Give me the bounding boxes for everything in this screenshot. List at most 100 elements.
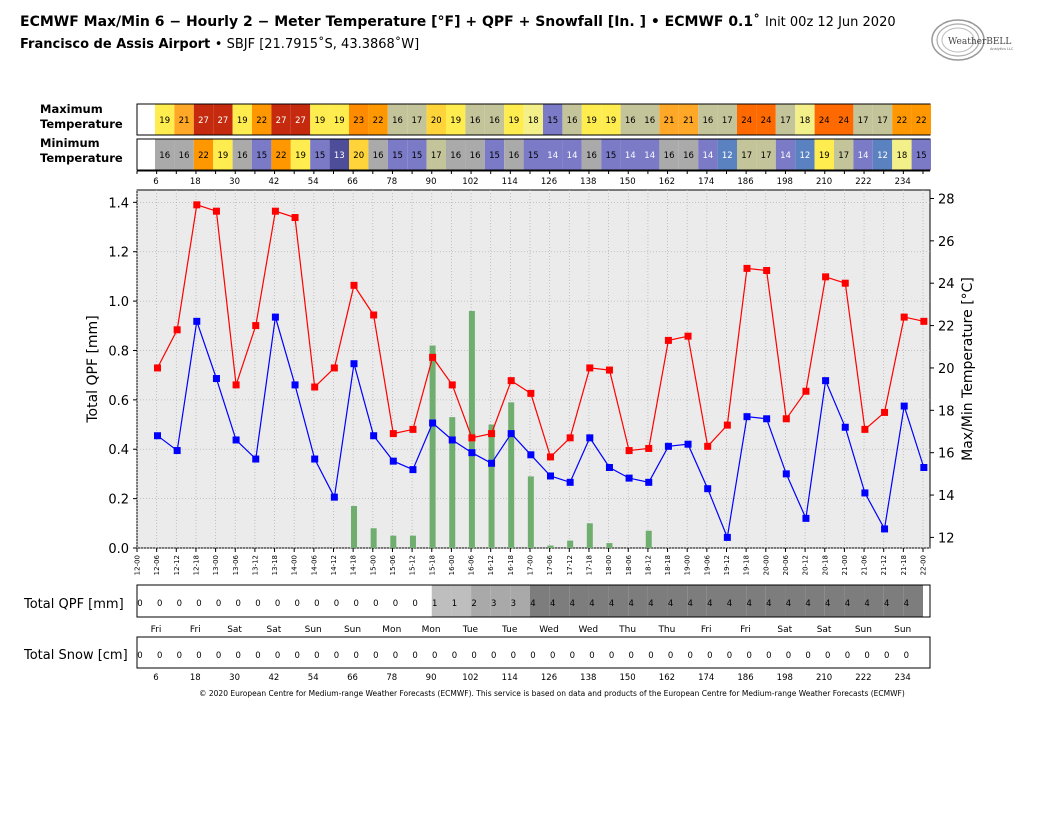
min-temp-cell	[601, 139, 621, 170]
min-row-label: Temperature	[40, 151, 123, 165]
max-temp-point	[802, 387, 810, 395]
qpf-cell	[785, 585, 806, 617]
qpf-cell	[628, 585, 648, 617]
max-temp-value: 24	[761, 116, 772, 126]
day-label: Tue	[501, 625, 518, 635]
qpf-bar	[351, 506, 357, 548]
hour-label-bottom: 54	[308, 673, 319, 683]
max-temp-value: 16	[567, 116, 578, 126]
y-axis-title: Total QPF [mm]	[85, 315, 101, 423]
snow-value: 0	[609, 651, 614, 661]
svg-text:WeatherBELL: WeatherBELL	[948, 37, 1011, 47]
snow-value: 0	[786, 651, 791, 661]
max-temp-value: 27	[217, 116, 228, 126]
min-temp-cell	[911, 139, 931, 170]
x-tick-label: 19-06	[703, 554, 711, 575]
qpf-bar	[645, 530, 652, 548]
x-tick-label: 20-12	[802, 555, 810, 575]
day-label: Fri	[151, 625, 162, 635]
day-label: Fri	[740, 625, 751, 635]
day-label: Sun	[894, 625, 911, 635]
min-temp-value: 16	[586, 151, 597, 161]
max-temp-cell	[911, 104, 931, 135]
hour-label-bottom: 102	[462, 673, 478, 683]
x-tick-label: 17-12	[566, 555, 574, 575]
max-temp-value: 20	[431, 116, 442, 126]
max-temp-point	[507, 377, 515, 385]
max-temp-point	[881, 408, 889, 416]
qpf-cell	[824, 585, 845, 617]
qpf-cell	[765, 585, 786, 617]
qpf-cell	[510, 585, 530, 617]
x-tick-label: 16-06	[468, 554, 476, 575]
min-temp-value: 13	[334, 151, 345, 161]
x-tick-label: 17-00	[527, 555, 535, 575]
min-temp-value: 16	[450, 151, 461, 161]
min-temp-cell	[174, 139, 194, 170]
hour-label: 6	[153, 177, 158, 187]
x-tick-label: 15-12	[409, 555, 417, 575]
qpf-cell	[569, 585, 589, 617]
hour-label-bottom: 126	[541, 673, 557, 683]
min-temp-point	[507, 430, 515, 438]
weatherbell-logo: WeatherBELL Analytics LLC	[931, 19, 1014, 61]
y-tick-label: 0.8	[108, 344, 129, 359]
min-temp-value: 17	[838, 151, 849, 161]
min-temp-cell	[252, 139, 272, 170]
max-temp-value: 22	[896, 116, 907, 126]
min-temp-cell	[407, 139, 427, 170]
max-temp-value: 15	[547, 116, 558, 126]
max-temp-value: 16	[392, 116, 403, 126]
y-tick-label: 1.4	[108, 196, 129, 211]
max-temp-value: 16	[489, 116, 500, 126]
hour-label: 78	[386, 177, 397, 187]
snow-value: 0	[491, 651, 496, 661]
day-label: Sat	[817, 625, 832, 635]
min-temp-point	[252, 455, 260, 463]
max-temp-value: 27	[276, 116, 287, 126]
qpf-value: 0	[255, 599, 260, 609]
max-temp-cell	[698, 104, 718, 135]
min-temp-cell	[892, 139, 912, 170]
qpf-value: 0	[196, 599, 201, 609]
min-temp-point	[900, 402, 908, 410]
max-temp-value: 17	[411, 116, 422, 126]
qpf-bar	[586, 523, 593, 548]
x-tick-label: 15-18	[428, 555, 436, 575]
day-label: Fri	[701, 625, 712, 635]
snow-row-frame	[136, 636, 931, 669]
min-temp-value: 12	[877, 151, 888, 161]
qpf-bar	[547, 545, 554, 548]
x-tick-label: 21-18	[900, 555, 908, 575]
max-temp-cell	[426, 104, 446, 135]
min-temp-point	[311, 455, 319, 463]
qpf-bar	[488, 424, 495, 548]
qpf-value: 0	[294, 599, 299, 609]
qpf-bar	[508, 402, 515, 548]
min-temp-point	[920, 464, 928, 472]
max-temp-cell	[795, 104, 815, 135]
day-label: Sat	[777, 625, 792, 635]
min-temp-cell	[271, 139, 291, 170]
min-temp-point	[212, 375, 220, 383]
min-temp-value: 16	[664, 151, 675, 161]
max-temp-point	[684, 332, 692, 340]
qpf-value: 2	[471, 599, 476, 609]
min-temp-point	[664, 442, 672, 450]
qpf-value: 4	[884, 599, 889, 609]
x-tick-label: 19-12	[723, 555, 731, 575]
qpf-bar	[390, 535, 397, 548]
snow-value: 0	[825, 651, 830, 661]
min-temp-point	[684, 440, 692, 448]
max-temp-point	[566, 434, 574, 442]
max-temp-value: 27	[198, 116, 209, 126]
min-temp-value: 17	[431, 151, 442, 161]
min-temp-value: 16	[470, 151, 481, 161]
day-label: Sun	[344, 625, 361, 635]
min-temp-value: 17	[741, 151, 752, 161]
snow-value: 0	[137, 651, 142, 661]
max-temp-cell	[814, 104, 834, 135]
min-temp-cell	[290, 139, 311, 170]
max-temp-point	[154, 364, 161, 372]
hour-label: 114	[502, 177, 518, 187]
